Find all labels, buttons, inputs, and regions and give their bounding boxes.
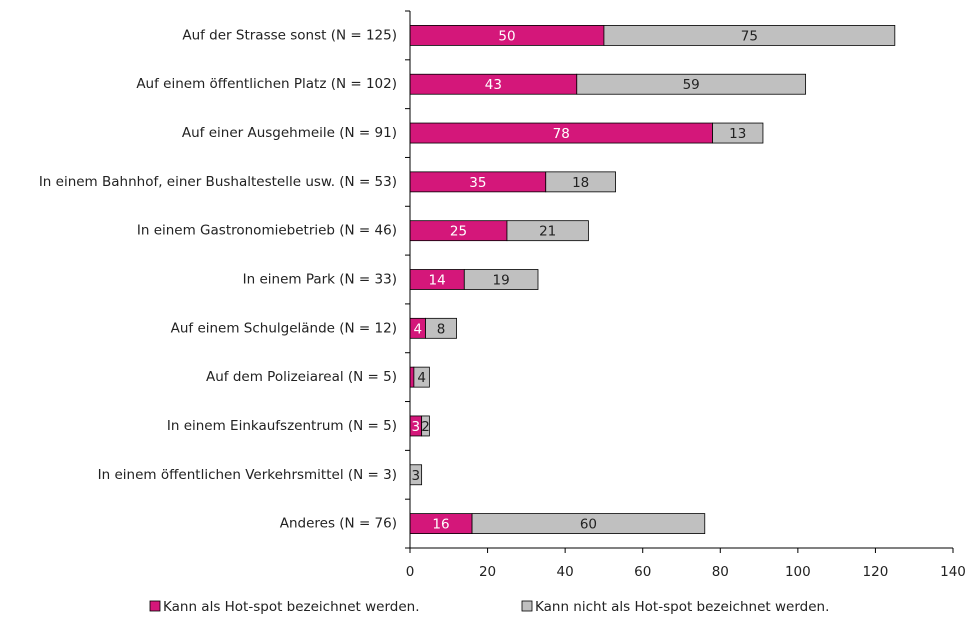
x-tick-label: 120 [863, 564, 889, 580]
data-label: 25 [450, 224, 467, 240]
legend-swatch [521, 600, 533, 612]
legend-label: Kann nicht als Hot-spot bezeichnet werde… [535, 599, 829, 615]
data-label: 3 [412, 468, 421, 484]
bar-segment [603, 25, 896, 46]
data-label: 21 [539, 224, 556, 240]
data-label: 4 [417, 370, 426, 386]
legend-label: Kann als Hot-spot bezeichnet werden. [163, 599, 420, 615]
data-label: 18 [572, 175, 589, 191]
bar-segment [712, 122, 764, 144]
bar-segment [506, 220, 589, 242]
data-label: 19 [493, 273, 510, 289]
category-label: In einem Einkaufszentrum (N = 5) [167, 418, 397, 434]
x-tick-label: 100 [785, 564, 811, 580]
bar-segment [471, 513, 706, 534]
data-label: 78 [553, 126, 570, 142]
bar-segment [545, 171, 616, 193]
data-label: 13 [729, 126, 746, 142]
category-label: Anderes (N = 76) [280, 516, 397, 532]
bar-segment [576, 73, 807, 95]
x-tick-label: 60 [634, 564, 651, 580]
category-label: Auf dem Polizeiareal (N = 5) [206, 369, 397, 385]
bar-segment [409, 366, 415, 388]
x-tick-label: 40 [557, 564, 574, 580]
data-label: 35 [469, 175, 486, 191]
category-label: In einem öffentlichen Verkehrsmittel (N … [98, 467, 397, 483]
category-label: Auf einem öffentlichen Platz (N = 102) [136, 76, 397, 92]
x-tick-label: 0 [406, 564, 415, 580]
category-label: Auf einer Ausgehmeile (N = 91) [182, 125, 397, 141]
data-label: 59 [683, 77, 700, 93]
data-label: 60 [580, 517, 597, 533]
x-tick-label: 20 [479, 564, 496, 580]
category-label: Auf einem Schulgelände (N = 12) [171, 320, 397, 336]
data-label: 2 [421, 419, 430, 435]
bar-segment [463, 269, 539, 290]
category-label: In einem Gastronomiebetrieb (N = 46) [137, 223, 397, 239]
category-label: In einem Bahnhof, einer Bushaltestelle u… [39, 174, 397, 190]
category-label: In einem Park (N = 33) [243, 272, 397, 288]
data-label: 50 [498, 28, 515, 44]
category-label: Auf der Strasse sonst (N = 125) [182, 27, 397, 43]
x-tick-label: 80 [712, 564, 729, 580]
legend-swatch [149, 600, 161, 612]
data-label: 8 [437, 321, 446, 337]
data-label: 3 [412, 419, 421, 435]
data-label: 16 [432, 517, 449, 533]
data-label: 4 [413, 321, 422, 337]
bar-segment [413, 366, 430, 388]
data-label: 43 [485, 77, 502, 93]
bar-segment [421, 415, 430, 437]
x-tick-label: 140 [940, 564, 966, 580]
data-label: 75 [741, 28, 758, 44]
data-label: 14 [429, 273, 446, 289]
bar-segment [425, 317, 457, 339]
